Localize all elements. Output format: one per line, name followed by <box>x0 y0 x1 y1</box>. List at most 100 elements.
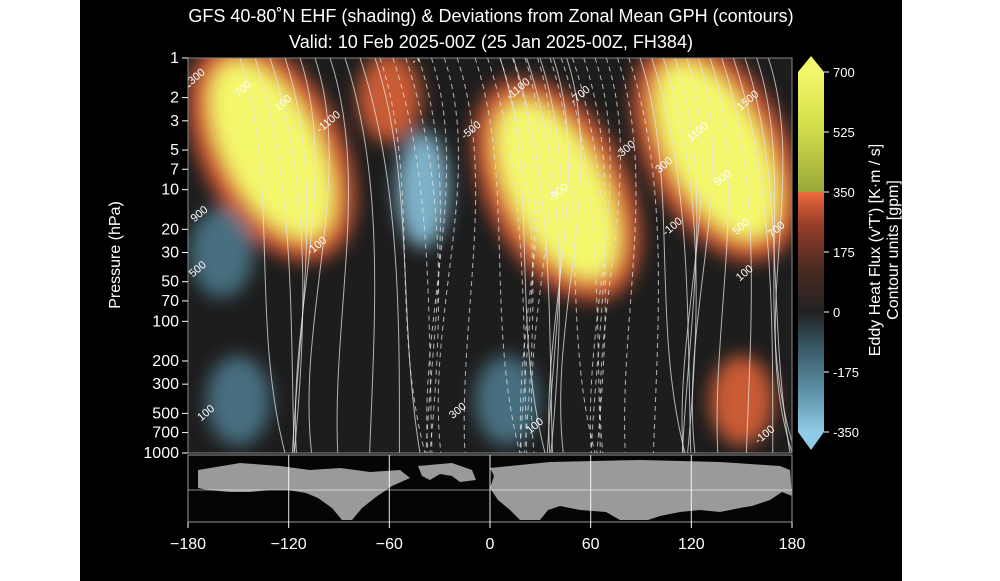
contour-positive <box>767 58 792 453</box>
y-tick-label: 300 <box>152 376 179 393</box>
x-tick-label: −120 <box>271 536 307 553</box>
contour-negative <box>519 58 541 453</box>
contour-positive <box>308 58 330 453</box>
y-tick-label: 10 <box>161 182 179 199</box>
y-axis-label: Pressure (hPa) <box>107 201 124 309</box>
contour-positive <box>681 58 703 453</box>
contour-positive <box>239 58 286 453</box>
y-tick-label: 1 <box>170 50 179 67</box>
contour-negative <box>456 58 477 453</box>
contour-positive <box>709 58 729 453</box>
plot-frame <box>187 57 793 454</box>
contour-positive <box>344 58 376 453</box>
contour-positive <box>691 58 713 453</box>
contour-negative <box>499 58 534 453</box>
y-tick-label: 2 <box>170 90 179 107</box>
contour-positive <box>269 58 304 453</box>
x-tick-label: −60 <box>376 536 403 553</box>
y-tick-label: 3 <box>170 113 179 130</box>
world-map-panel <box>187 454 793 523</box>
colorbar-tick-label: 350 <box>833 185 855 200</box>
colorbar-tick-label: 700 <box>833 65 855 80</box>
contour-negative <box>379 58 426 453</box>
colorbar-tick-label: 0 <box>833 305 840 320</box>
contour-positive <box>651 58 692 453</box>
contour-negative <box>599 58 621 453</box>
contour-negative <box>560 58 601 453</box>
contour-positive <box>254 58 295 453</box>
contour-negative <box>628 58 659 453</box>
chart-title: GFS 40-80˚N EHF (shading) & Deviations f… <box>188 6 794 26</box>
ehf-shading <box>188 58 792 446</box>
y-tick-label: 700 <box>152 425 179 442</box>
y-tick-label: 1000 <box>143 445 179 462</box>
contour-negative <box>487 58 528 453</box>
contour-negative <box>418 58 441 453</box>
y-tick-label: 20 <box>161 221 179 238</box>
contour-negative <box>474 58 521 453</box>
contour-positive <box>329 58 349 453</box>
x-tick-label: 0 <box>486 536 495 553</box>
contour-positive <box>539 58 563 453</box>
contour-positive <box>374 58 421 453</box>
y-axis: 1 2 3 5 7 10 20 30 50 70 100 200 300 500 700 1000 <box>143 50 188 462</box>
colorbar-tick-label: 175 <box>833 245 855 260</box>
gph-contours <box>239 58 792 453</box>
colorbar-tick-label: -175 <box>833 365 859 380</box>
ehf-blob <box>709 355 774 446</box>
colorbar-bottom-arrow <box>798 432 824 450</box>
colorbar-label: Eddy Heat Flux (v'T') [K·m / s] <box>867 144 884 356</box>
contour-negative <box>549 58 596 453</box>
y-tick-label: 200 <box>152 353 179 370</box>
ehf-blob <box>189 207 254 298</box>
contour-negative <box>589 58 611 453</box>
ehf-blob <box>474 355 539 446</box>
colorbar-bar <box>798 72 824 432</box>
map-gridlines <box>188 455 792 522</box>
x-tick-label: −180 <box>170 536 206 553</box>
ehf-blob <box>396 131 449 248</box>
contour-positive <box>732 58 774 453</box>
y-tick-label: 30 <box>161 244 179 261</box>
y-tick-label: 50 <box>161 274 179 291</box>
figure-panel: GFS 40-80˚N EHF (shading) & Deviations f… <box>80 0 902 581</box>
colorbar-tick-label: -350 <box>833 425 859 440</box>
y-tick-label: 100 <box>152 313 179 330</box>
y-tick-label: 7 <box>170 161 179 178</box>
contour-negative <box>572 58 606 453</box>
contour-positive <box>639 58 686 453</box>
contour-positive <box>721 58 752 453</box>
contour-positive <box>560 58 582 453</box>
contour-positive <box>294 58 316 453</box>
contour-positive <box>359 58 400 453</box>
ehf-blob-positive <box>473 78 641 301</box>
y-tick-label: 500 <box>152 405 179 422</box>
x-tick-label: 120 <box>678 536 705 553</box>
y-tick-label: 5 <box>170 142 179 159</box>
x-axis: −180 −120 −60 0 60 120 180 <box>170 522 805 553</box>
colorbar-label-2: Contour units [gpm] <box>885 180 902 320</box>
ehf-blob <box>206 355 271 446</box>
contour-positive <box>499 58 546 453</box>
contour-positive <box>526 58 561 453</box>
x-tick-label: 60 <box>582 536 600 553</box>
contour-negative <box>392 58 433 453</box>
contour-negative <box>405 58 440 453</box>
contour-negative <box>512 58 535 453</box>
colorbar-ticks: 700 525 350 175 0 -175 -350 <box>824 65 859 440</box>
ehf-blob <box>357 58 422 143</box>
chart-subtitle: Valid: 10 Feb 2025-00Z (25 Jan 2025-00Z,… <box>289 32 693 52</box>
x-tick-label: 180 <box>779 536 806 553</box>
contour-negative <box>531 58 553 453</box>
contour-label: -700 <box>409 44 434 67</box>
contour-negative <box>426 58 448 453</box>
contour-negative <box>617 58 637 453</box>
colorbar-top-arrow <box>798 56 824 72</box>
contour-positive <box>756 58 792 444</box>
contour-negative <box>437 58 459 453</box>
colorbar: 700 525 350 175 0 -175 -350 Eddy Heat Flux (v'… <box>798 56 902 450</box>
contour-negative <box>583 58 607 453</box>
contour-positive <box>548 58 570 453</box>
y-tick-label: 70 <box>161 293 179 310</box>
